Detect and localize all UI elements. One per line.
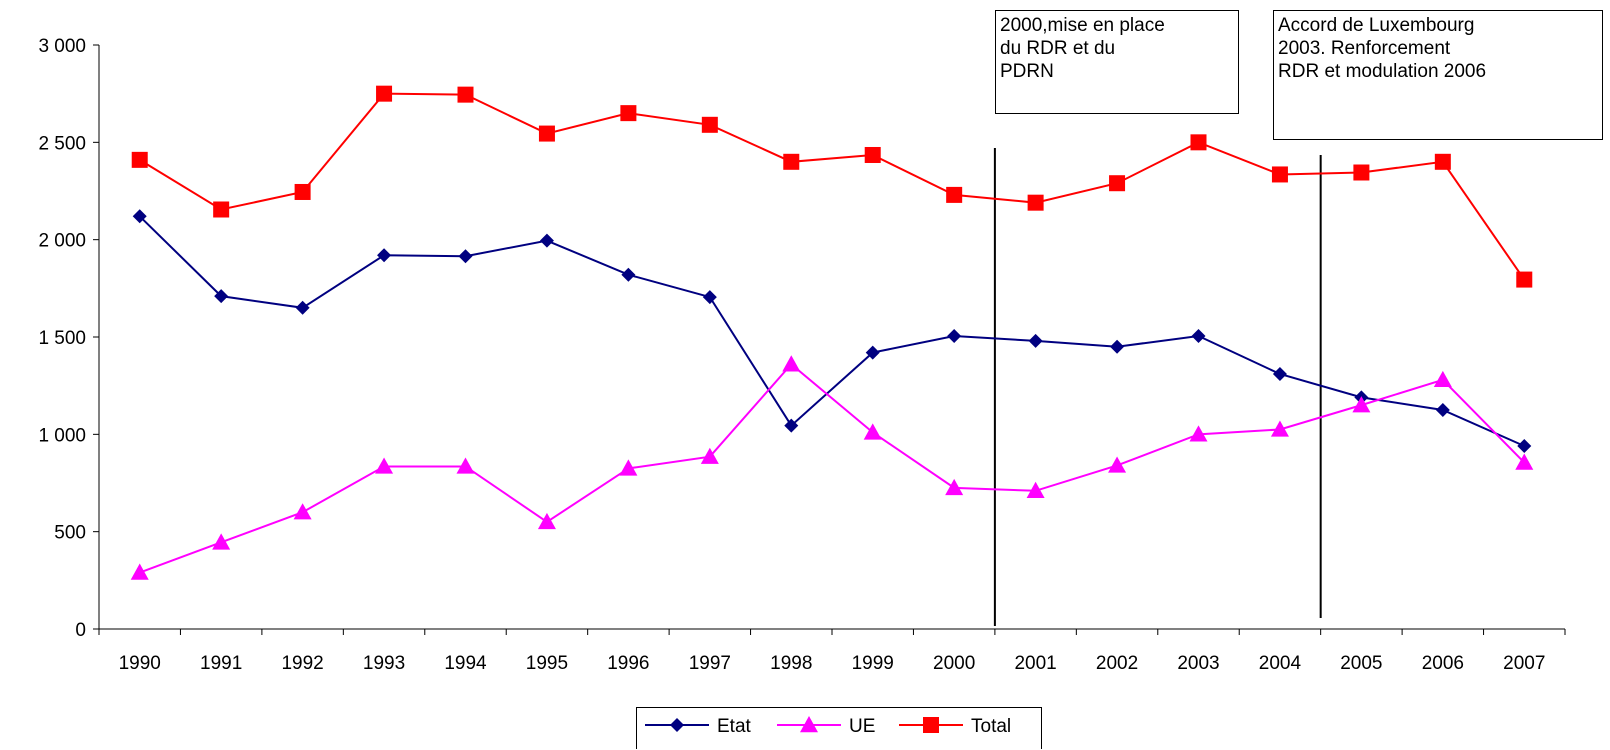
chart-legend: Etat UE Total [636, 707, 1042, 749]
y-tick-label: 500 [54, 523, 86, 544]
y-tick-label: 2 000 [38, 231, 86, 252]
data-point-etat [1517, 439, 1532, 454]
data-point-etat [132, 209, 147, 224]
x-tick-label: 1999 [852, 653, 894, 674]
data-point-total [457, 86, 474, 103]
data-point-etat [377, 248, 392, 263]
data-point-etat [1272, 366, 1287, 381]
data-point-total [376, 85, 393, 102]
x-tick-label: 2001 [1014, 653, 1056, 674]
data-point-total [538, 125, 555, 142]
data-point-ue [1515, 453, 1534, 470]
data-point-etat [1028, 333, 1043, 348]
data-point-total [1109, 175, 1126, 192]
data-point-etat [539, 233, 554, 248]
data-point-ue [293, 503, 312, 520]
data-point-etat [1191, 329, 1206, 344]
x-tick-label: 2000 [933, 653, 975, 674]
data-point-ue [782, 355, 801, 372]
data-point-etat [1110, 339, 1125, 354]
data-point-ue [700, 447, 719, 464]
data-point-etat [214, 289, 229, 304]
data-point-ue [456, 457, 475, 474]
data-point-ue [1026, 481, 1045, 498]
legend-marker-etat [670, 718, 684, 732]
data-point-ue [1108, 456, 1127, 473]
x-tick-label: 1996 [607, 653, 649, 674]
data-point-total [294, 183, 311, 200]
legend-label-ue: UE [849, 716, 875, 737]
x-tick-label: 1998 [770, 653, 812, 674]
legend-label-total: Total [971, 716, 1011, 737]
data-point-total [701, 116, 718, 133]
x-tick-label: 1997 [689, 653, 731, 674]
x-tick-label: 2004 [1259, 653, 1302, 674]
series-line-etat [139, 215, 1525, 447]
data-point-ue [212, 533, 231, 550]
data-point-ue [1352, 396, 1371, 413]
x-tick-label: 2005 [1340, 653, 1382, 674]
x-tick-label: 1991 [200, 653, 242, 674]
data-point-etat [947, 329, 962, 344]
data-point-ue [130, 563, 149, 580]
annotation-luxembourg: Accord de Luxembourg 2003. Renforcement … [1273, 10, 1603, 140]
data-point-total [1516, 271, 1533, 288]
data-point-ue [1189, 425, 1208, 442]
data-point-total [131, 151, 148, 168]
data-point-total [213, 201, 230, 218]
legend-marker-ue [800, 716, 818, 733]
y-tick-label: 0 [75, 620, 86, 641]
data-point-total [1434, 153, 1451, 170]
data-point-etat [458, 249, 473, 264]
legend-marker-total [923, 717, 939, 733]
data-point-etat [702, 290, 717, 305]
x-tick-label: 2003 [1177, 653, 1219, 674]
data-point-total [620, 105, 637, 122]
data-point-ue [863, 423, 882, 440]
series-line-total [139, 92, 1526, 281]
data-point-etat [1435, 403, 1450, 417]
data-point-total [1190, 134, 1207, 151]
data-point-etat [295, 300, 310, 315]
data-point-total [783, 153, 800, 170]
x-tick-label: 1993 [363, 653, 405, 674]
x-tick-label: 1995 [526, 653, 568, 674]
data-point-ue [619, 459, 638, 476]
x-tick-label: 1992 [281, 653, 323, 674]
series-line-ue [139, 362, 1525, 574]
x-tick-label: 1994 [444, 653, 487, 674]
data-point-ue [1270, 420, 1289, 437]
y-tick-label: 2 500 [38, 133, 86, 154]
data-point-ue [537, 512, 556, 530]
y-tick-label: 1 500 [38, 328, 86, 349]
data-point-total [946, 186, 963, 203]
data-point-ue [375, 457, 394, 474]
data-point-total [864, 146, 881, 163]
data-point-total [1027, 194, 1044, 211]
legend-label-etat: Etat [717, 716, 752, 737]
data-point-etat [865, 345, 880, 360]
data-point-etat [621, 267, 636, 282]
data-point-total [1353, 164, 1370, 181]
x-tick-label: 2006 [1422, 653, 1464, 674]
data-point-ue [945, 478, 964, 496]
x-tick-label: 1990 [119, 653, 161, 674]
data-point-etat [784, 418, 799, 433]
y-tick-label: 3 000 [38, 36, 86, 57]
data-point-total [1271, 166, 1288, 183]
x-tick-label: 2002 [1096, 653, 1138, 674]
annotation-rdr-pdrn: 2000,mise en place du RDR et du PDRN [995, 10, 1239, 114]
data-point-ue [1433, 370, 1452, 388]
y-tick-label: 1 000 [38, 425, 86, 446]
x-tick-label: 2007 [1503, 653, 1545, 674]
